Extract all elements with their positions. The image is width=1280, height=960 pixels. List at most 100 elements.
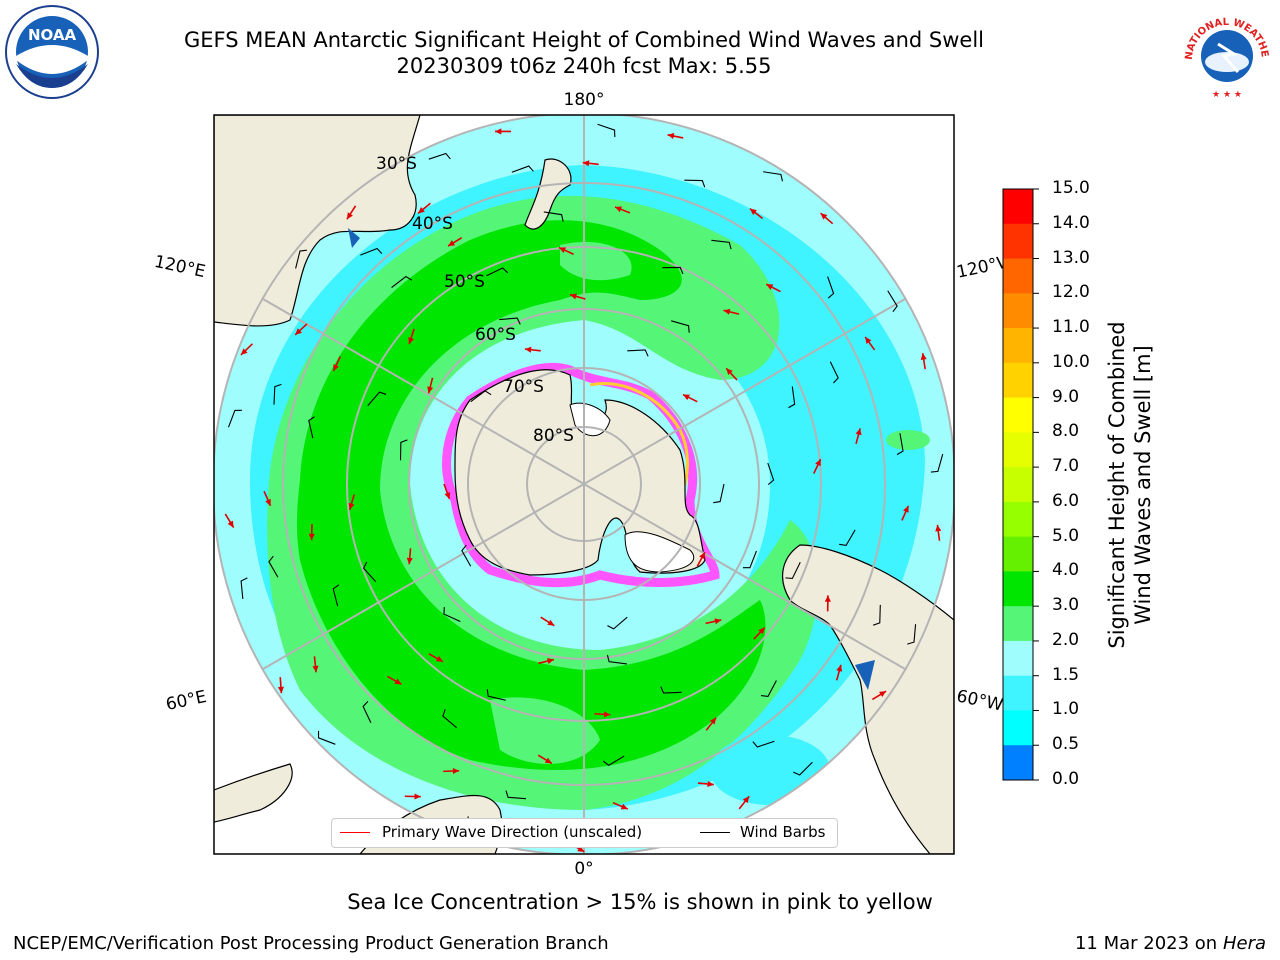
wave-arrow-head [414, 793, 421, 800]
wave-arrow-head [408, 337, 414, 345]
wind-barb [767, 462, 775, 486]
lat-label-50s: 50°S [444, 272, 485, 292]
svg-text:★ ★ ★: ★ ★ ★ [1212, 90, 1242, 100]
wave-arrow-head [836, 664, 843, 672]
wave-arrow-head [559, 247, 567, 253]
wind-barb [543, 211, 564, 222]
wind-barb [793, 761, 813, 776]
wave-arrow-head [855, 428, 862, 436]
colorbar-tick-label: 6.0 [1052, 490, 1080, 511]
wind-barb [671, 320, 690, 333]
wave-arrow-head [308, 533, 315, 541]
wind-barb [317, 730, 336, 745]
wind-barb [660, 686, 682, 694]
colorbar-tick-label: 3.0 [1052, 595, 1080, 616]
wave-arrow-head [444, 492, 451, 500]
wave-arrow-head [614, 206, 622, 213]
colorbar-tick-label: 1.5 [1052, 664, 1080, 685]
colorbar-segment [1003, 640, 1033, 677]
wave-arrow-head [277, 686, 284, 694]
wave-arrow-head [824, 595, 831, 602]
graticule [214, 115, 954, 854]
wave-arrow-head [394, 678, 402, 685]
wave-arrow-head [920, 353, 927, 360]
colorbar-label-line2: Wind Waves and Swell [m] [1131, 345, 1155, 625]
colorbar-segment [1003, 675, 1033, 711]
wind-barb [308, 416, 315, 439]
wave-arrow-head [495, 128, 502, 135]
wave-arrow-head [418, 207, 425, 214]
colorbar-tick-label: 4.0 [1052, 560, 1080, 581]
wind-barb [399, 439, 408, 461]
lat-label-40s: 40°S [412, 214, 453, 234]
wind-barb [428, 152, 451, 160]
colorbar-tick-label: 10.0 [1052, 351, 1090, 372]
colorbar-segment [1003, 536, 1033, 572]
wave-arrow-head [348, 502, 355, 510]
colorbar-segment [1003, 710, 1033, 746]
lon-label-120e: 120°E [152, 252, 207, 282]
barb-legend-label: Wind Barbs [740, 823, 826, 841]
sea-ice-note: Sea Ice Concentration > 15% is shown in … [347, 890, 933, 914]
chart-title: GEFS MEAN Antarctic Significant Height o… [183, 28, 985, 52]
wave-legend-label: Primary Wave Direction (unscaled) [382, 823, 643, 841]
colorbar-segment [1003, 223, 1033, 260]
wave-arrow-head [935, 524, 942, 532]
map-frame [213, 114, 955, 855]
colorbar-segment [1003, 467, 1033, 503]
wind-barb [763, 171, 784, 182]
wave-arrow-head [265, 498, 271, 506]
wind-barb [486, 689, 506, 701]
colorbar-label-line1: Significant Height of Combined [1105, 321, 1129, 649]
noaa-logo: NOAA [5, 5, 99, 99]
colorbar-segment [1003, 571, 1033, 607]
wind-barb [486, 267, 509, 277]
lon-label-60e: 60°E [164, 687, 208, 715]
wind-barb [839, 529, 856, 547]
wind-barb [907, 624, 917, 645]
colorbar-tick-label: 15.0 [1052, 178, 1090, 198]
colorbar-segment [1003, 362, 1033, 399]
wind-barb [602, 755, 625, 766]
wave-arrow-head [726, 368, 733, 375]
wind-barb [362, 561, 377, 582]
wind-barb [752, 740, 775, 748]
wave-arrow-head [295, 328, 302, 335]
lon-label-60w: 60°W [955, 686, 1005, 715]
colorbar-tick-label: 12.0 [1052, 282, 1090, 303]
wind-barb [627, 349, 649, 357]
wave-arrow-head [749, 208, 757, 215]
wind-barb [829, 361, 839, 384]
wave-arrow-head [448, 240, 456, 247]
barb-legend-swatch [700, 832, 730, 833]
wave-arrow-head [524, 346, 532, 353]
wave-arrow-head [667, 133, 675, 140]
noaa-logo-text: NOAA [28, 26, 77, 44]
wind-barb [873, 604, 881, 626]
wave-arrow-head [333, 364, 339, 372]
wind-barb [511, 165, 534, 173]
wind-barb [360, 247, 383, 256]
wind-barb [597, 123, 616, 138]
nws-logo: NATIONAL WEATHER SERVICE ★ ★ ★ [1178, 4, 1274, 100]
colorbar-tick-label: 7.0 [1052, 456, 1080, 477]
colorbar-tick-label: 9.0 [1052, 386, 1080, 407]
wave-arrow-head [603, 711, 611, 718]
wave-arrow-head [766, 284, 774, 290]
lat-label-70s: 70°S [503, 377, 544, 397]
colorbar-tick-label: 0.0 [1052, 769, 1080, 789]
wind-barb [887, 290, 898, 313]
date-stamp: 11 Mar 2023 on Hera [1075, 933, 1266, 954]
wave-arrow-head [312, 665, 319, 673]
wind-barb [896, 433, 904, 456]
wave-arrow-head [620, 803, 628, 810]
wave-arrow-head [903, 505, 909, 513]
wind-barb [785, 562, 801, 580]
colorbar-tick-label: 13.0 [1052, 247, 1090, 268]
colorbar-label: Significant Height of Combined Wind Wave… [1104, 275, 1156, 695]
wind-barb [227, 409, 242, 428]
wave-arrow-head [709, 717, 717, 725]
wind-barb [240, 577, 248, 599]
wind-barb [442, 709, 457, 729]
colorbar-tick-label: 14.0 [1052, 212, 1090, 233]
